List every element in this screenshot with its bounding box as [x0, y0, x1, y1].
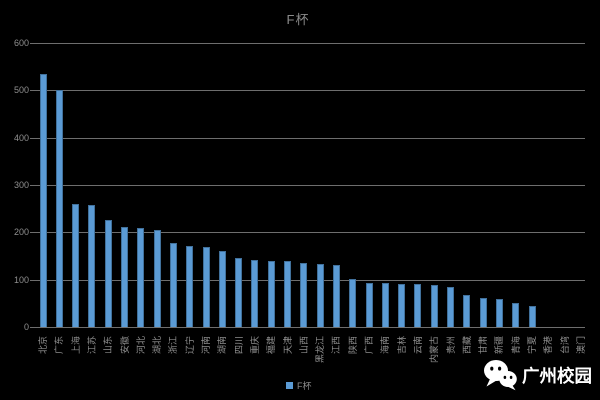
y-axis-tick	[30, 280, 35, 281]
bar-上海	[72, 203, 80, 327]
bar-辽宁	[186, 246, 194, 327]
gridline-300	[35, 185, 585, 186]
y-axis-label: 600	[13, 38, 29, 48]
gridline-500	[35, 90, 585, 91]
x-axis-label-山东: 山东	[103, 336, 114, 355]
bar-四川	[235, 257, 243, 327]
bar-广东	[55, 90, 63, 327]
bar-江苏	[88, 204, 96, 327]
y-axis-tick	[30, 185, 35, 186]
bar-江西	[332, 264, 340, 327]
bar-海南	[381, 283, 389, 327]
bar-山西	[300, 263, 308, 327]
bar-西藏	[463, 294, 471, 327]
bar-天津	[284, 261, 291, 327]
bar-福建	[267, 260, 275, 327]
bar-北京	[39, 73, 47, 327]
bar-青海	[512, 302, 520, 327]
gridline-100	[35, 280, 585, 281]
bar-河北	[137, 228, 145, 327]
gridline-200	[35, 232, 585, 233]
bar-山东	[104, 220, 112, 327]
bar-湖北	[153, 230, 161, 327]
bar-吉林	[398, 283, 406, 327]
chart-title: F杯	[286, 12, 310, 27]
bar-河南	[202, 247, 210, 327]
x-axis-label-青海: 青海	[510, 336, 521, 355]
bar-浙江	[169, 242, 177, 327]
bar-湖南	[218, 251, 226, 327]
gridline-400	[35, 138, 585, 139]
y-axis-label: 200	[13, 227, 29, 237]
y-axis-label: 400	[13, 133, 29, 143]
wechat-logo-icon	[484, 360, 517, 391]
bar-贵州	[447, 286, 454, 327]
gridline-600	[35, 43, 585, 44]
x-axis-label-澳门: 澳门	[575, 336, 586, 355]
bar-内蒙古	[430, 284, 438, 327]
y-axis-tick	[30, 232, 35, 233]
legend: F杯	[286, 378, 312, 392]
bar-重庆	[251, 259, 259, 327]
x-axis-label-陕西: 陕西	[347, 336, 358, 355]
bar-宁夏	[528, 305, 536, 327]
watermark: 广州校园	[483, 356, 592, 394]
y-axis-tick	[30, 43, 35, 44]
legend-label: F杯	[297, 380, 312, 391]
bar-安徽	[121, 226, 128, 327]
y-axis-tick	[30, 138, 35, 139]
legend-color-swatch	[286, 381, 293, 389]
y-axis-tick	[30, 327, 35, 328]
y-axis-label: 300	[13, 180, 29, 190]
y-axis-label: 0	[23, 322, 29, 332]
bar-甘肃	[479, 298, 487, 327]
y-axis-label: 100	[13, 275, 29, 285]
bar-新疆	[495, 299, 503, 327]
y-axis-label: 500	[13, 85, 29, 95]
bar-黑龙江	[316, 263, 324, 327]
y-axis-tick	[30, 90, 35, 91]
bar-广西	[365, 282, 373, 327]
bar-云南	[414, 284, 422, 327]
x-axis-label-福建: 福建	[266, 336, 277, 355]
bar-陕西	[349, 279, 357, 327]
gridline-0	[35, 327, 585, 328]
watermark-text: 广州校园	[522, 365, 592, 386]
x-axis-label-辽宁: 辽宁	[184, 336, 195, 355]
